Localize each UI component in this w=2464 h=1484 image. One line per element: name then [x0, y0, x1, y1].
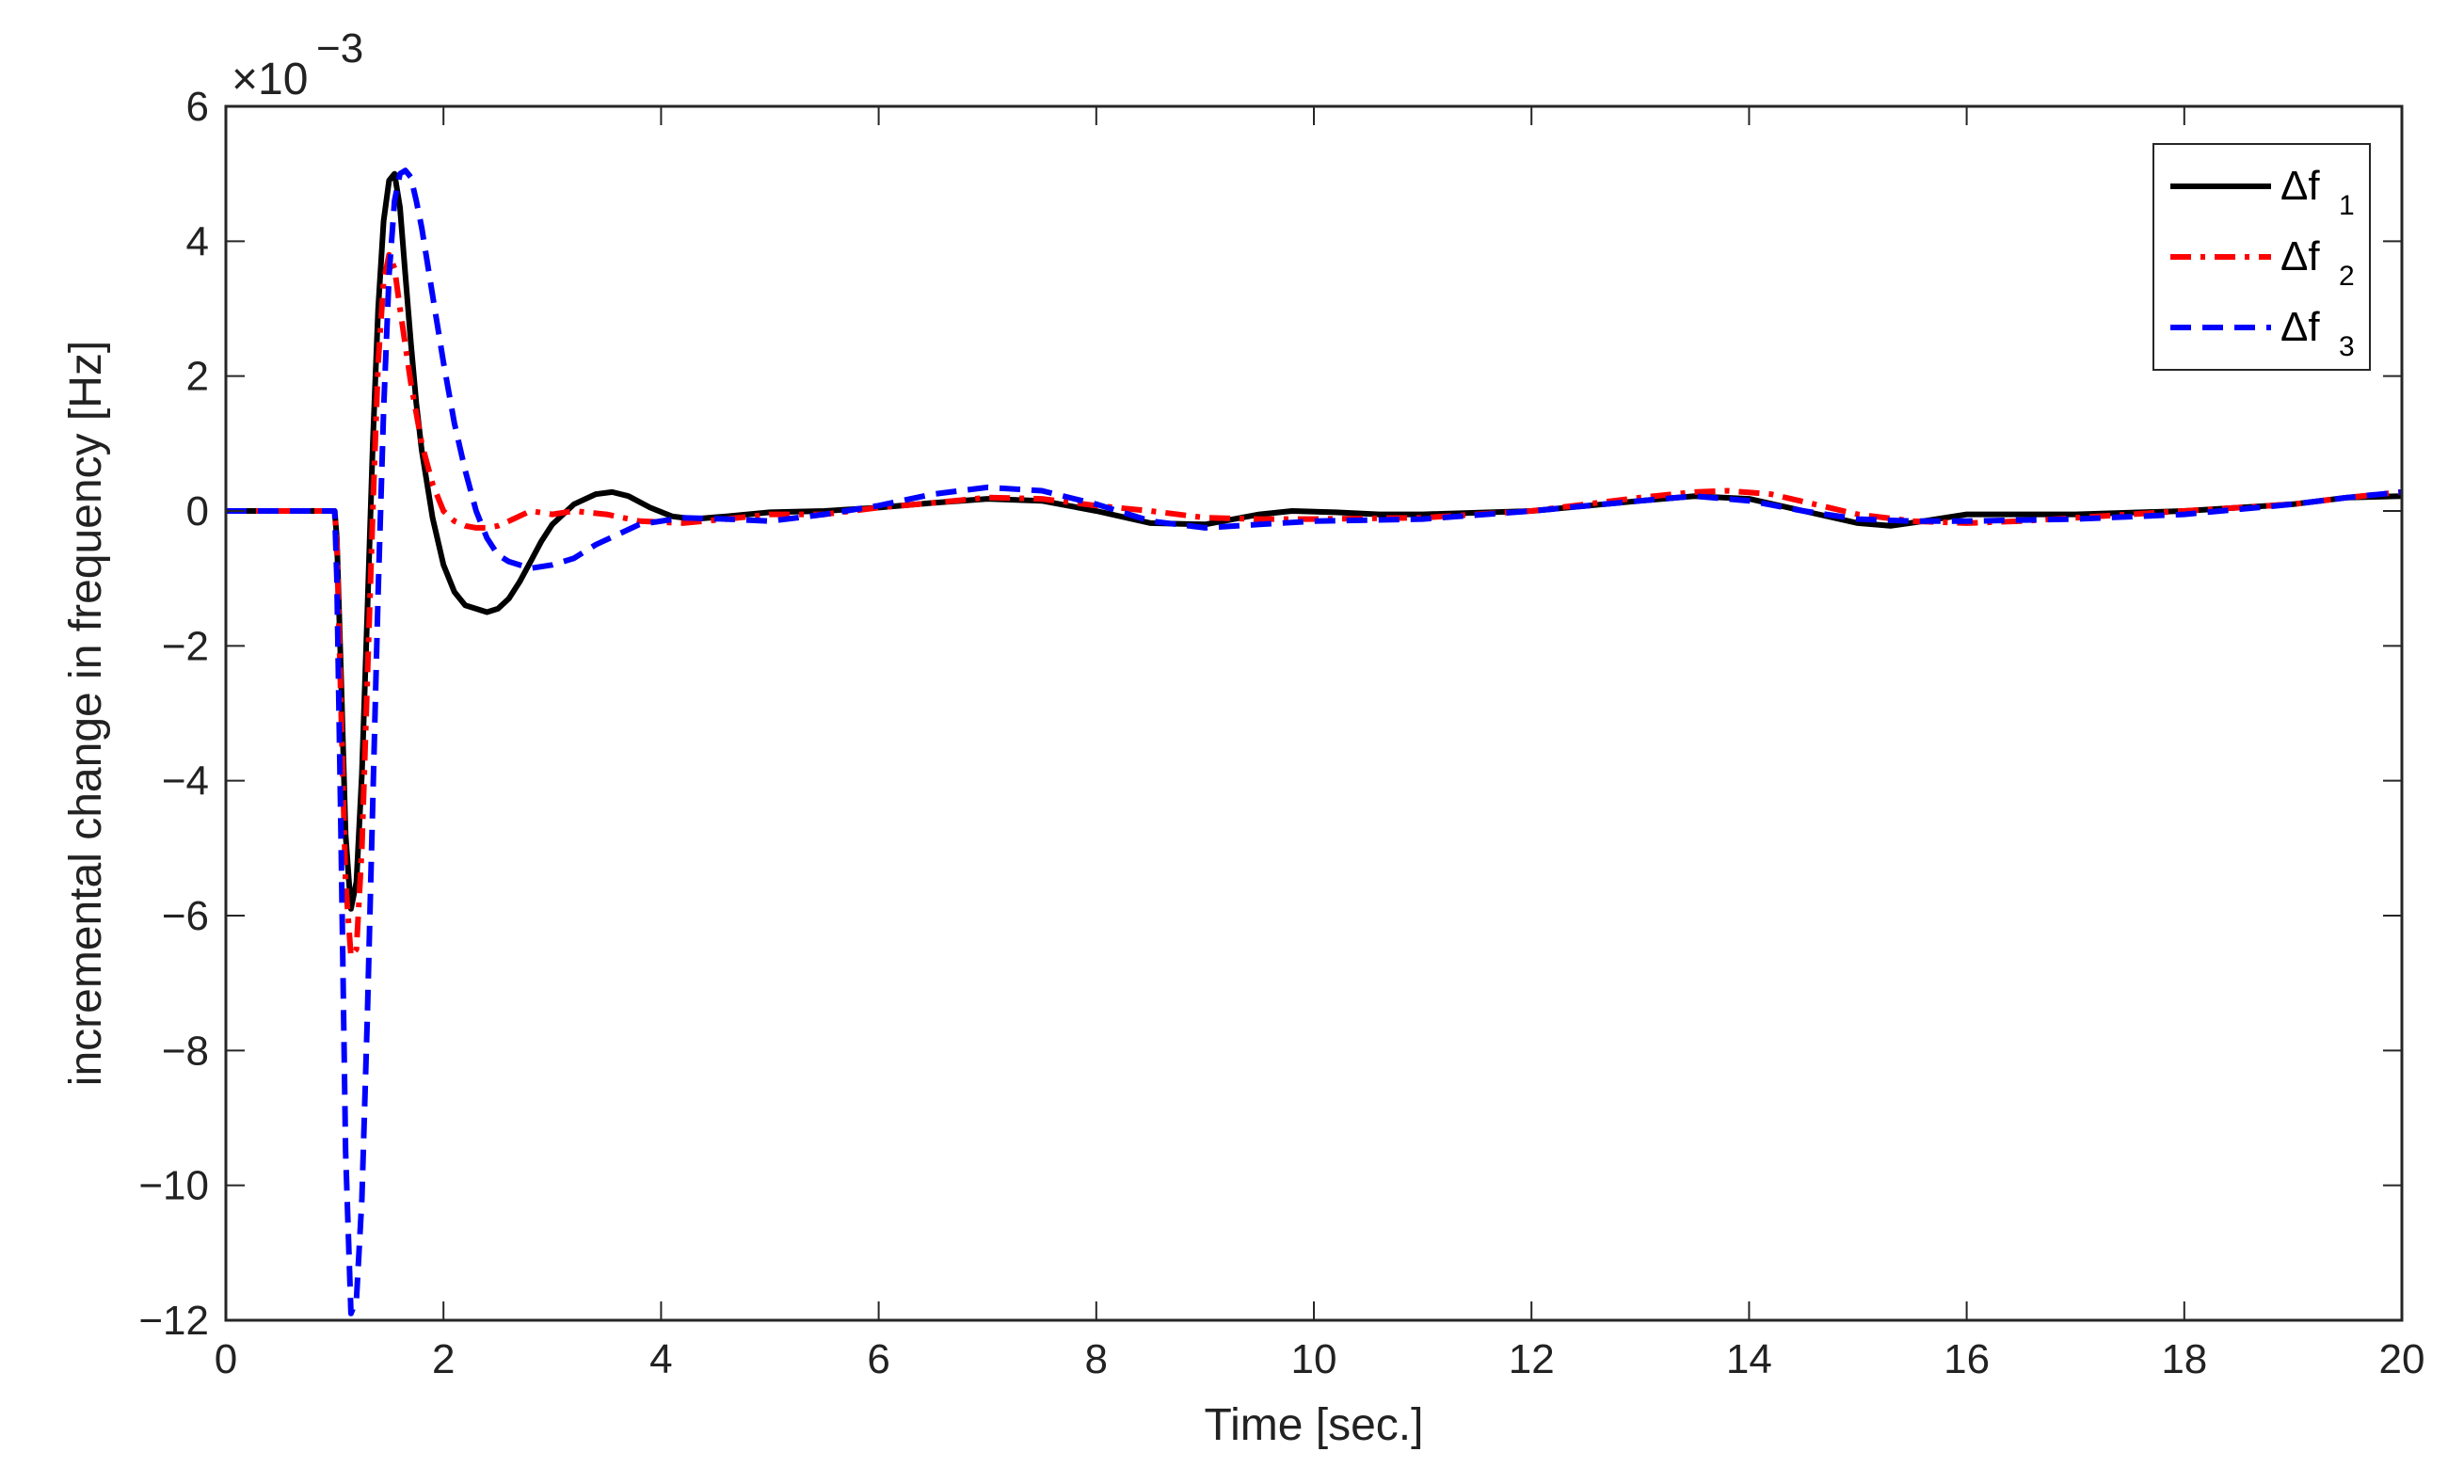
y-tick-label: −4 [162, 758, 209, 805]
y-tick-label: −6 [162, 893, 209, 939]
y-exponent-label: ×10 −3 [232, 25, 363, 104]
legend-label-2: Δf [2280, 233, 2320, 279]
y-tick-label: 2 [186, 354, 209, 400]
x-tick-label: 20 [2379, 1336, 2425, 1382]
x-tick-label: 12 [1509, 1336, 1555, 1382]
x-tick-label: 16 [1944, 1336, 1990, 1382]
x-tick-label: 6 [867, 1336, 889, 1382]
series-layer [226, 168, 2403, 1316]
x-tick-label: 2 [432, 1336, 455, 1382]
legend-subscript-3: 3 [2339, 331, 2355, 362]
y-exponent-base: ×10 [232, 55, 308, 104]
y-tick-label: −12 [138, 1298, 209, 1344]
x-tick-label: 8 [1085, 1336, 1108, 1382]
x-tick-label: 0 [215, 1336, 237, 1382]
series-line-3 [226, 168, 2403, 1316]
x-tick-label: 14 [1726, 1336, 1772, 1382]
y-tick-label: 6 [186, 84, 209, 130]
y-tick-label: −2 [162, 623, 209, 669]
x-axis-label: Time [sec.] [1205, 1400, 1424, 1450]
x-tick-label: 4 [649, 1336, 672, 1382]
y-exponent-power: −3 [316, 25, 363, 72]
y-tick-label: 0 [186, 488, 209, 535]
legend-subscript-1: 1 [2339, 190, 2355, 221]
series-line-2 [226, 251, 2403, 959]
y-tick-label: 4 [186, 218, 209, 264]
y-tick-label: −10 [138, 1163, 209, 1209]
y-tick-label: −8 [162, 1028, 209, 1074]
x-tick-label: 18 [2161, 1336, 2207, 1382]
x-tick-label: 10 [1291, 1336, 1337, 1382]
legend-label-3: Δf [2280, 304, 2320, 350]
legend: Δf 1 Δf 2 Δf 3 [2152, 143, 2371, 371]
legend-label-1: Δf [2280, 163, 2320, 209]
legend-subscript-2: 2 [2339, 261, 2355, 292]
y-axis-label: incremental change in frequency [Hz] [61, 341, 111, 1086]
